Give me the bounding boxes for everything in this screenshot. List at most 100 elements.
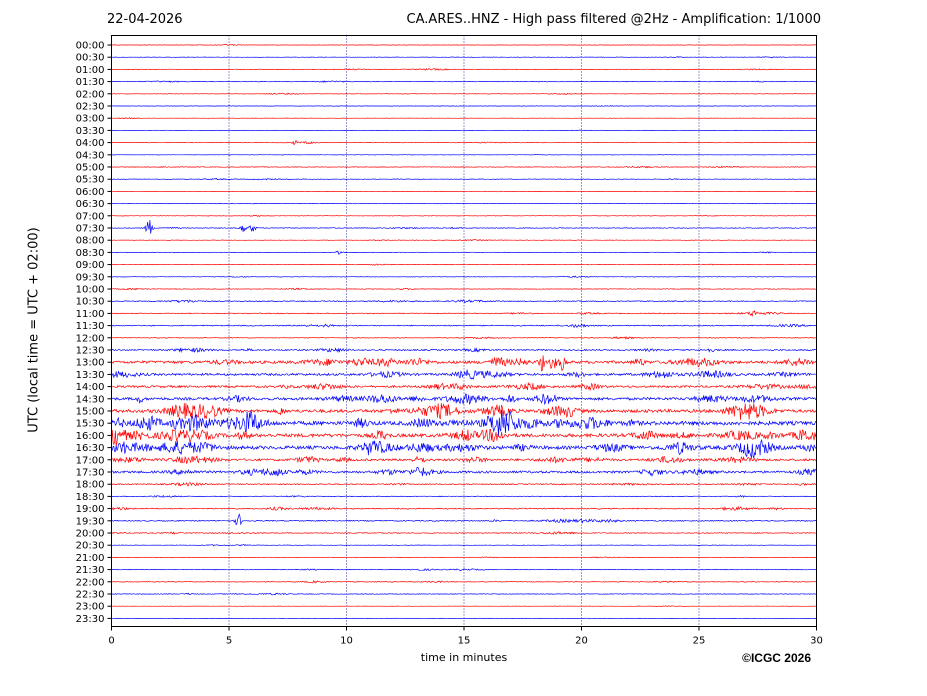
y-tick-label: 22:30	[76, 590, 105, 601]
y-tick-label: 07:00	[76, 211, 105, 222]
y-tick-label: 09:00	[76, 260, 105, 271]
chart-title: CA.ARES..HNZ - High pass filtered @2Hz -…	[406, 12, 821, 27]
copyright-label: ©ICGC 2026	[742, 651, 811, 665]
trace-row-0330	[111, 129, 817, 132]
trace-row-0800	[111, 239, 817, 242]
trace-row-2330	[111, 617, 817, 620]
trace-row-1300	[111, 355, 817, 372]
y-tick-label: 07:30	[76, 224, 105, 235]
x-tick-label: 15	[458, 636, 471, 647]
trace-row-0600	[111, 190, 817, 193]
grid-layer	[228, 35, 700, 627]
y-tick-label: 21:30	[76, 565, 105, 576]
y-tick-label: 04:00	[76, 138, 105, 149]
trace-row-0930	[111, 275, 817, 278]
y-tick-label: 00:00	[76, 41, 105, 52]
x-tick-label: 10	[340, 636, 353, 647]
trace-row-0000	[111, 43, 817, 47]
y-tick-label: 11:30	[76, 321, 105, 332]
y-tick-label: 18:00	[76, 480, 105, 491]
x-axis-label: time in minutes	[420, 651, 508, 664]
trace-row-0130	[111, 80, 817, 83]
trace-row-1600	[111, 428, 817, 447]
trace-row-2230	[111, 592, 817, 596]
trace-row-0830	[111, 250, 817, 255]
trace-row-2130	[111, 568, 817, 572]
y-tick-label: 21:00	[76, 553, 105, 564]
trace-row-1730	[111, 466, 817, 477]
y-tick-label: 02:30	[76, 102, 105, 113]
trace-row-2200	[111, 580, 817, 584]
y-tick-label: 11:00	[76, 309, 105, 320]
trace-row-1130	[111, 323, 817, 328]
y-tick-label: 10:30	[76, 297, 105, 308]
trace-row-0200	[111, 92, 817, 95]
trace-row-2030	[111, 544, 817, 547]
trace-row-0700	[111, 214, 817, 217]
y-tick-label: 15:00	[76, 407, 105, 418]
y-tick-label: 05:30	[76, 175, 105, 186]
trace-row-0100	[111, 68, 817, 71]
y-tick-label: 00:30	[76, 53, 105, 64]
trace-row-1030	[111, 299, 817, 304]
trace-row-0630	[111, 202, 817, 205]
x-tick-label: 5	[226, 636, 232, 647]
trace-row-1930	[111, 513, 817, 526]
y-tick-label: 20:30	[76, 541, 105, 552]
trace-row-1230	[111, 347, 817, 354]
y-tick-label: 01:00	[76, 65, 105, 76]
plot-frame	[111, 35, 817, 627]
trace-row-0530	[111, 177, 817, 181]
y-tick-label: 23:00	[76, 602, 105, 613]
trace-row-0900	[111, 263, 817, 266]
trace-row-0500	[111, 165, 817, 169]
trace-row-0030	[111, 56, 817, 59]
y-tick-label: 23:30	[76, 614, 105, 625]
y-tick-label: 05:00	[76, 163, 105, 174]
trace-row-1200	[111, 335, 817, 340]
trace-row-1800	[111, 481, 817, 487]
trace-row-2300	[111, 605, 817, 607]
trace-row-0230	[111, 105, 817, 107]
y-tick-label: 17:00	[76, 455, 105, 466]
y-tick-label: 06:00	[76, 187, 105, 198]
y-tick-label: 03:30	[76, 126, 105, 137]
trace-row-1530	[111, 409, 817, 437]
y-tick-label: 01:30	[76, 77, 105, 88]
trace-row-1830	[111, 494, 817, 498]
y-tick-label: 09:30	[76, 272, 105, 283]
y-tick-label: 16:00	[76, 431, 105, 442]
y-tick-label: 14:30	[76, 394, 105, 405]
y-tick-label: 13:00	[76, 358, 105, 369]
trace-row-1500	[111, 403, 817, 420]
y-tick-label: 08:00	[76, 236, 105, 247]
trace-row-1000	[111, 287, 817, 291]
trace-row-2000	[111, 530, 817, 535]
y-tick-label: 19:30	[76, 516, 105, 527]
y-tick-label: 15:30	[76, 419, 105, 430]
y-tick-label: 20:00	[76, 529, 105, 540]
x-tick-label: 0	[108, 636, 114, 647]
y-tick-label: 10:00	[76, 285, 105, 296]
y-tick-label: 08:30	[76, 248, 105, 259]
y-tick-label: 14:00	[76, 382, 105, 393]
trace-row-1400	[111, 381, 817, 392]
trace-row-1900	[111, 505, 817, 512]
x-tick-layer: 0 5 10 15 20 25 30	[108, 626, 823, 647]
y-tick-label: 19:00	[76, 504, 105, 515]
trace-row-1100	[111, 310, 817, 317]
trace-row-1330	[111, 369, 817, 380]
trace-row-0300	[111, 117, 817, 120]
trace-row-0430	[111, 154, 817, 156]
y-tick-label: 22:00	[76, 577, 105, 588]
trace-row-0400	[111, 140, 817, 146]
trace-row-1700	[111, 455, 817, 464]
x-tick-label: 25	[693, 636, 706, 647]
trace-row-2100	[111, 556, 817, 559]
trace-row-1630	[111, 438, 817, 459]
y-tick-label: 06:30	[76, 199, 105, 210]
y-axis-label: UTC (local time = UTC + 02:00)	[26, 227, 42, 433]
y-tick-label: 12:30	[76, 346, 105, 357]
